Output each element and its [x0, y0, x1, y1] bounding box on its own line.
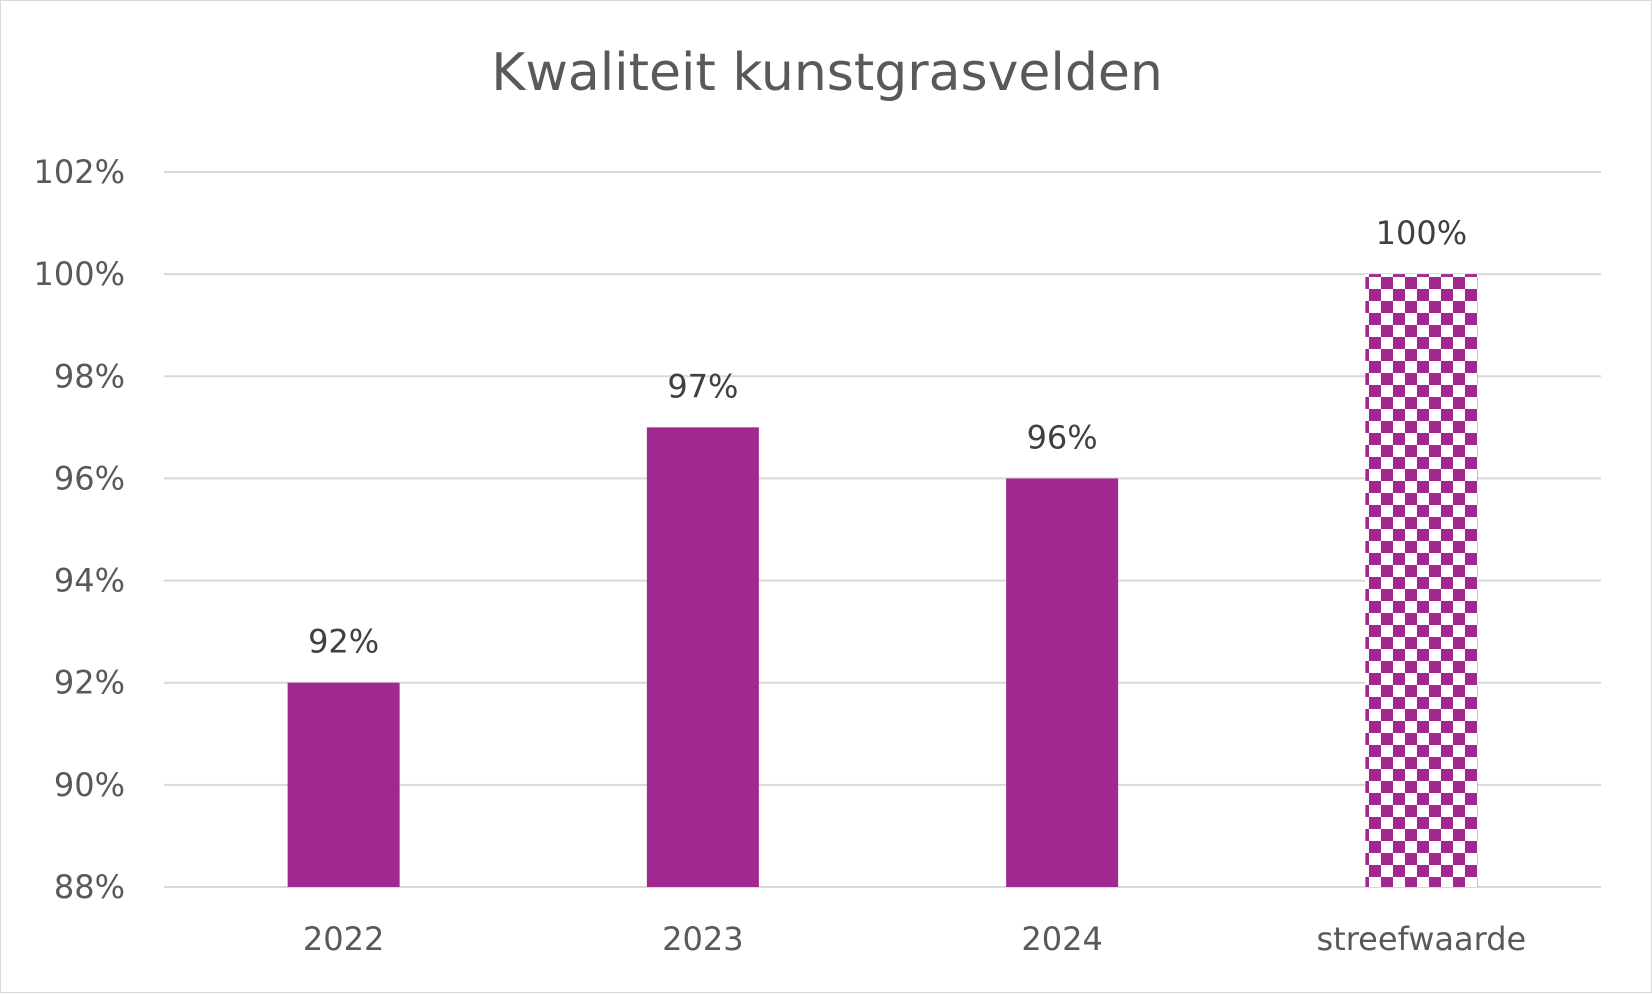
- x-tick-label: 2024: [1021, 920, 1102, 958]
- chart-title: Kwaliteit kunstgrasvelden: [491, 43, 1163, 103]
- y-tick-label: 88%: [54, 868, 125, 906]
- bars: [287, 274, 1478, 888]
- gridlines: [164, 171, 1601, 888]
- y-tick-label: 96%: [54, 459, 125, 497]
- bar: [1006, 478, 1119, 887]
- y-tick-label: 98%: [54, 357, 125, 395]
- y-axis-tick-labels: 88% 90% 92% 94% 96% 98% 100% 102%: [34, 153, 125, 906]
- data-label: 92%: [308, 623, 379, 661]
- data-label: 97%: [667, 367, 738, 405]
- data-label: 100%: [1376, 214, 1467, 252]
- y-tick-label: 94%: [54, 562, 125, 600]
- y-tick-label: 102%: [34, 153, 125, 191]
- y-tick-label: 100%: [34, 255, 125, 293]
- x-tick-label: streefwaarde: [1317, 920, 1527, 958]
- x-tick-label: 2023: [662, 920, 743, 958]
- bar: [1365, 274, 1478, 888]
- data-labels: 92% 97% 96% 100%: [308, 214, 1467, 661]
- y-tick-label: 92%: [54, 664, 125, 702]
- data-label: 96%: [1027, 418, 1098, 456]
- x-axis-tick-labels: 2022 2023 2024 streefwaarde: [303, 920, 1526, 958]
- x-tick-label: 2022: [303, 920, 384, 958]
- bar: [287, 682, 400, 887]
- y-tick-label: 90%: [54, 766, 125, 804]
- bar: [646, 427, 759, 887]
